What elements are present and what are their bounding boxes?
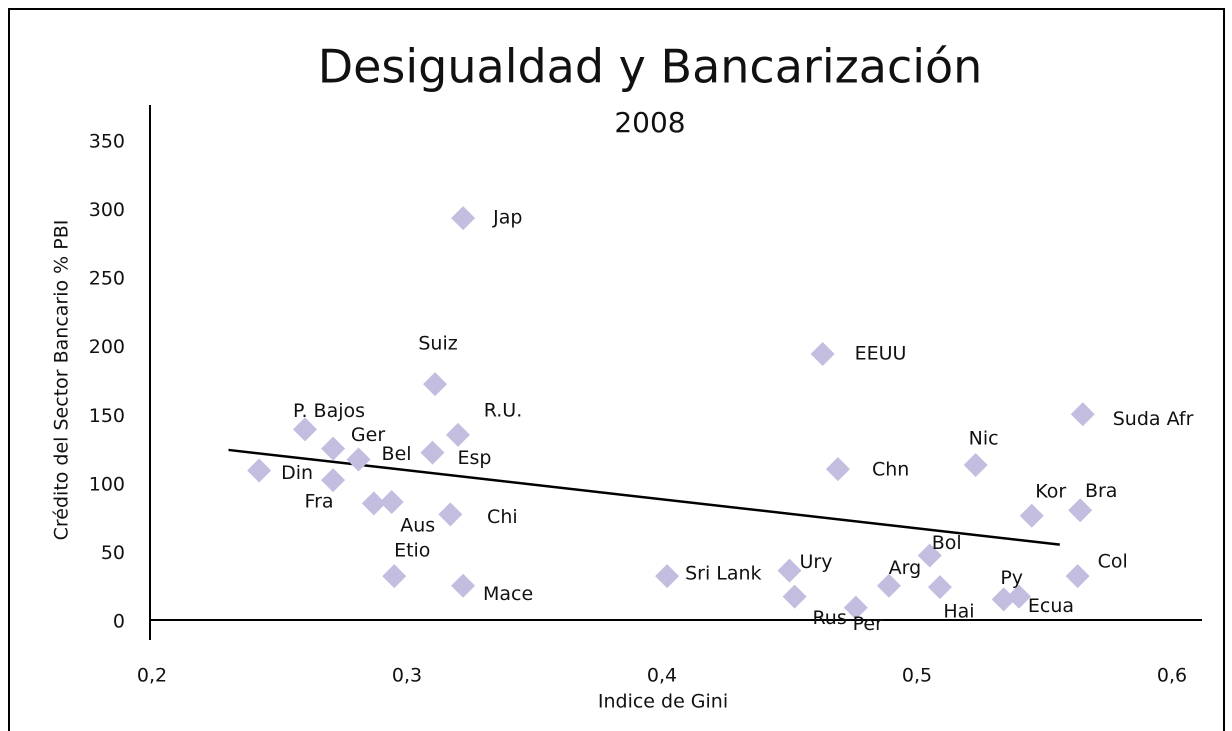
- point-label: Bra: [1085, 480, 1118, 502]
- point: [1019, 503, 1044, 528]
- point-label: Kor: [1035, 480, 1066, 502]
- point: [346, 447, 371, 472]
- y-tick-label: 50: [101, 542, 125, 564]
- point-label: Arg: [889, 557, 922, 579]
- x-tick-label: 0,5: [902, 665, 932, 687]
- y-tick-label: 150: [89, 405, 125, 427]
- point-label: Py: [1000, 567, 1023, 589]
- point-label: Chn: [872, 459, 909, 481]
- y-tick-label: 300: [89, 199, 125, 221]
- point-label: Hai: [943, 601, 974, 623]
- point-label: Aus: [400, 515, 435, 537]
- point-label: Etio: [394, 540, 430, 562]
- point-label: P. Bajos: [293, 400, 365, 422]
- point: [247, 458, 272, 483]
- point: [876, 573, 901, 598]
- point: [451, 573, 476, 598]
- point-label: EEUU: [855, 342, 907, 364]
- point-label: Ecua: [1028, 595, 1074, 617]
- point: [321, 468, 346, 493]
- x-tick-label: 0,2: [137, 665, 167, 687]
- point-label: Fra: [305, 491, 334, 513]
- y-tick-label: 200: [89, 336, 125, 358]
- x-tick-label: 0,3: [392, 665, 422, 687]
- point: [379, 490, 404, 515]
- point-label: Nic: [969, 428, 999, 450]
- point: [917, 543, 942, 568]
- point: [810, 341, 835, 366]
- x-axis-label: Indice de Gini: [598, 691, 728, 713]
- point: [927, 575, 952, 600]
- point: [451, 206, 476, 231]
- point: [1068, 498, 1093, 523]
- point: [1065, 564, 1090, 589]
- y-tick-label: 350: [89, 131, 125, 153]
- point: [782, 584, 807, 609]
- point: [361, 491, 386, 516]
- point: [1007, 584, 1031, 609]
- point-label: Sri Lank: [685, 563, 761, 585]
- point-label: Jap: [492, 207, 522, 229]
- point-label: Mace: [483, 583, 533, 605]
- point: [655, 564, 680, 589]
- y-tick-label: 0: [113, 611, 125, 633]
- point-label: Suiz: [418, 333, 457, 355]
- point-label: Chi: [487, 506, 518, 528]
- point-label: Bel: [382, 443, 412, 465]
- point-label: Esp: [458, 447, 492, 469]
- point: [825, 457, 850, 482]
- point-label: Din: [281, 462, 313, 484]
- point-label: Rus: [812, 607, 846, 629]
- x-tick-label: 0,6: [1157, 665, 1187, 687]
- chart-title: Desigualdad y Bancarización: [318, 40, 983, 94]
- frame: [8, 8, 1225, 731]
- trend-line: [228, 448, 1060, 546]
- point: [991, 587, 1016, 612]
- point-label: Suda Afr: [1113, 408, 1194, 430]
- y-tick-label: 250: [89, 268, 125, 290]
- point-label: R.U.: [484, 399, 523, 421]
- point: [382, 564, 407, 589]
- point: [423, 372, 448, 397]
- point-label: Per: [853, 613, 883, 635]
- point-label: Bol: [932, 532, 962, 554]
- chart-subtitle: 2008: [614, 106, 685, 139]
- y-axis-label: Crédito del Sector Bancario % PBI: [51, 220, 73, 541]
- point: [1070, 402, 1095, 427]
- x-tick-label: 0,4: [647, 665, 677, 687]
- point: [777, 558, 802, 583]
- y-tick-label: 100: [89, 473, 125, 495]
- point: [446, 422, 470, 447]
- point: [321, 436, 346, 461]
- point: [843, 595, 868, 620]
- point: [963, 453, 988, 478]
- point-label: Col: [1098, 551, 1128, 573]
- point: [438, 502, 463, 527]
- point-label: Ury: [800, 551, 833, 573]
- point: [293, 417, 317, 442]
- point: [420, 440, 445, 465]
- point-label: Ger: [351, 424, 385, 446]
